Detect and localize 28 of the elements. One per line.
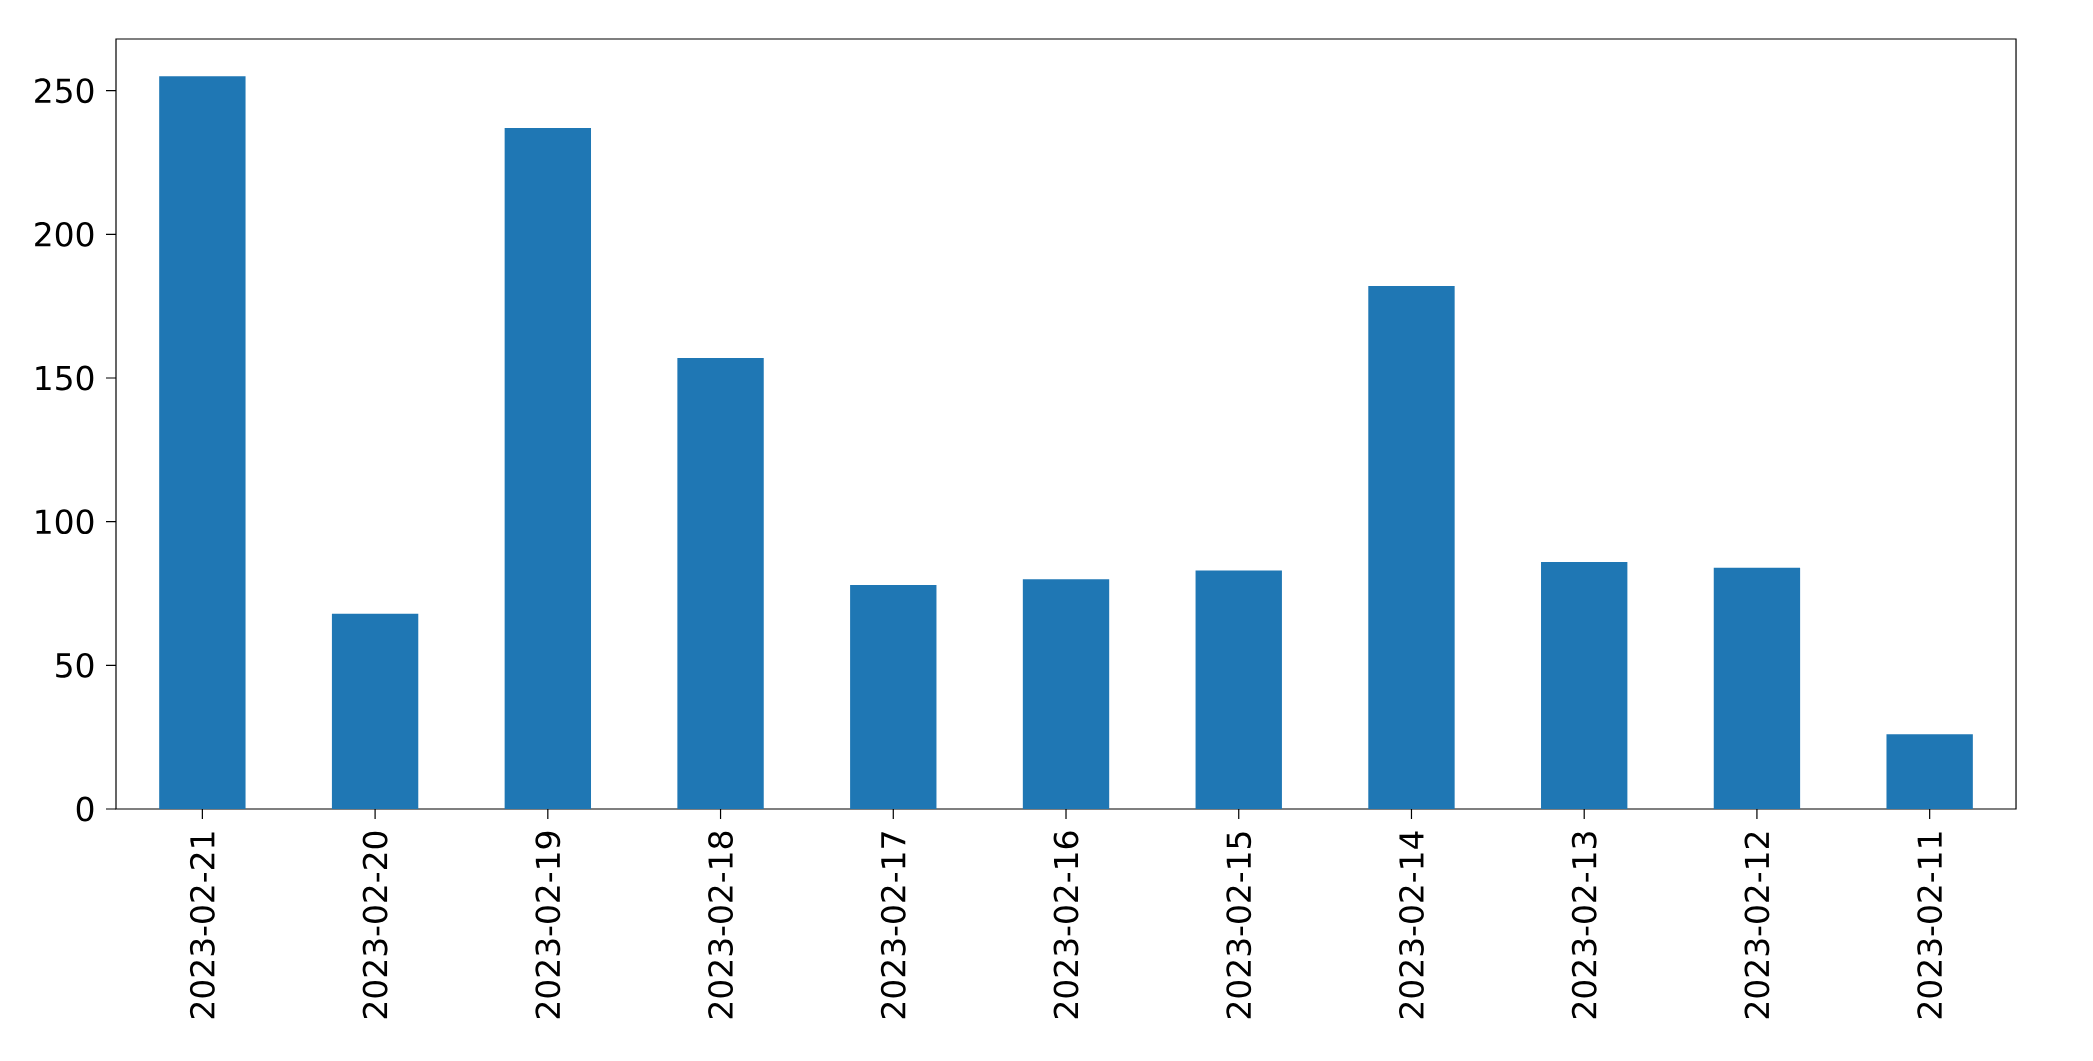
x-tick-label: 2023-02-14 (1399, 831, 1424, 1019)
bar (677, 357, 764, 809)
x-tick-label: 2023-02-16 (1053, 831, 1079, 1019)
x-tick-label: 2023-02-17 (880, 832, 906, 1019)
y-tick-label: 100 (36, 509, 94, 535)
bar (504, 128, 592, 809)
bar (1713, 567, 1801, 809)
bar (850, 584, 937, 809)
y-tick-label: 200 (35, 221, 94, 247)
bar (331, 613, 419, 809)
bar (1886, 734, 1973, 809)
bar (1541, 561, 1628, 809)
bar (159, 76, 246, 809)
x-tick-label: 2023-02-11 (1917, 832, 1943, 1019)
x-tick-label: 2023-02-19 (535, 831, 561, 1019)
y-tick-label: 50 (56, 652, 94, 678)
x-tick-label: 2023-02-15 (1226, 832, 1252, 1019)
y-tick-label: 150 (36, 365, 94, 391)
x-tick-label: 2023-02-12 (1744, 832, 1770, 1019)
bar (1022, 579, 1110, 809)
y-tick-label: 0 (76, 796, 94, 822)
x-tick-label: 2023-02-18 (708, 831, 733, 1019)
x-tick-label: 2023-02-13 (1571, 832, 1597, 1019)
x-tick-label: 2023-02-20 (362, 831, 388, 1019)
y-tick-label: 250 (35, 78, 94, 104)
bar (1195, 570, 1282, 809)
x-tick-label: 2023-02-21 (189, 832, 215, 1019)
bar (1368, 286, 1455, 809)
